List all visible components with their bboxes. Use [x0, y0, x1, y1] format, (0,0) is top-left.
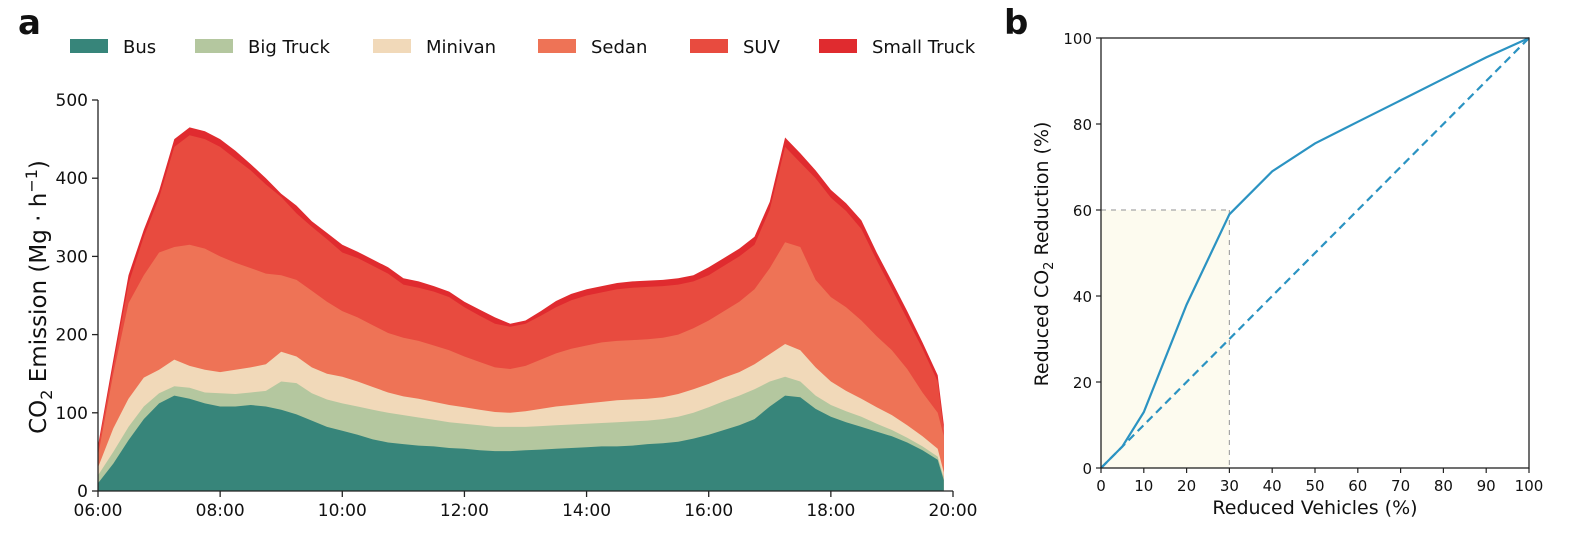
legend-label: Bus	[123, 37, 156, 58]
panel-b-x-axis-label: Reduced Vehicles (%)	[1212, 497, 1417, 519]
legend-swatch	[70, 39, 108, 53]
x-tick-label: 60	[1348, 477, 1367, 495]
legend: Bus Big Truck Minivan Sedan SUV Small Truck	[70, 37, 976, 58]
shaded-region	[1101, 210, 1230, 468]
x-tick-label: 30	[1220, 477, 1239, 495]
ylabel-rest: Emission (Mg · h	[26, 193, 52, 390]
reduction-line-chart: 0 10 20 30 40 50 60 70 80 90 100 0 20 40 60 80 100	[1063, 30, 1543, 495]
y-tick-label: 60	[1073, 202, 1092, 220]
legend-item-bus: Bus	[70, 37, 156, 58]
legend-swatch	[373, 39, 411, 53]
legend-label: Small Truck	[872, 37, 976, 58]
x-tick-label: 0	[1096, 477, 1106, 495]
x-tick-label: 16:00	[684, 501, 733, 521]
panel-a-axes: 0 100 200 300 400 500 06:00 08:00 10:00 12:00 14:0…	[56, 91, 978, 521]
y-tick-label: 400	[56, 169, 88, 189]
x-tick-label: 80	[1434, 477, 1453, 495]
legend-label: SUV	[743, 37, 781, 58]
x-tick-label: 20	[1177, 477, 1196, 495]
x-tick-label: 10	[1134, 477, 1153, 495]
x-tick-label: 90	[1477, 477, 1496, 495]
legend-swatch	[538, 39, 576, 53]
x-tick-label: 18:00	[806, 501, 855, 521]
x-tick-label: 100	[1515, 477, 1544, 495]
ylabel-end: )	[26, 160, 52, 169]
y-tick-label: 500	[56, 91, 88, 111]
x-tick-label: 06:00	[74, 501, 123, 521]
legend-item-small-truck: Small Truck	[819, 37, 976, 58]
ylabel-main: CO	[26, 400, 52, 434]
legend-swatch	[690, 39, 728, 53]
y-tick-label: 100	[56, 404, 88, 424]
y-tick-label: 300	[56, 247, 88, 267]
y-tick-label: 200	[56, 326, 88, 346]
y-tick-label: 100	[1063, 30, 1092, 48]
panel-b-y-axis-label: Reduced CO2 Reduction (%)	[1031, 122, 1057, 387]
legend-label: Minivan	[426, 37, 496, 58]
x-tick-label: 50	[1305, 477, 1324, 495]
y-tick-label: 0	[1082, 460, 1092, 478]
y-tick-label: 80	[1073, 116, 1092, 134]
x-tick-label: 10:00	[318, 501, 367, 521]
x-tick-label: 08:00	[196, 501, 245, 521]
panel-b-axes: 0 10 20 30 40 50 60 70 80 90 100 0 20 40 60 80 100	[1063, 30, 1543, 495]
series-proportional-reference	[1100, 37, 1530, 469]
panel-a-y-axis-label: CO2 Emission (Mg · h−1)	[22, 160, 56, 434]
legend-item-suv: SUV	[690, 37, 781, 58]
ylabel-pre: Reduced CO	[1031, 270, 1053, 387]
y-tick-label: 20	[1073, 374, 1092, 392]
legend-swatch	[819, 39, 857, 53]
legend-label: Big Truck	[248, 37, 331, 58]
ylabel-post: Reduction (%)	[1031, 122, 1053, 262]
series-reduction-curve	[1100, 36, 1530, 469]
legend-swatch	[195, 39, 233, 53]
x-tick-label: 20:00	[929, 501, 978, 521]
area-bus	[98, 395, 944, 491]
y-tick-label: 0	[77, 482, 88, 502]
ylabel-superscript: −1	[22, 169, 41, 193]
legend-item-minivan: Minivan	[373, 37, 496, 58]
stacked-area-chart: 0 100 200 300 400 500 06:00 08:00 10:00 12:00 14:0…	[56, 91, 978, 521]
ylabel-subscript: 2	[1042, 262, 1057, 270]
legend-label: Sedan	[591, 37, 647, 58]
legend-item-big-truck: Big Truck	[195, 37, 331, 58]
x-tick-label: 70	[1391, 477, 1410, 495]
ylabel-subscript: 2	[37, 390, 56, 400]
panel-b-plot	[1100, 36, 1530, 469]
y-tick-label: 40	[1073, 288, 1092, 306]
panel-b-label: b	[1004, 3, 1028, 43]
x-tick-label: 12:00	[440, 501, 489, 521]
legend-item-sedan: Sedan	[538, 37, 647, 58]
panel-a-label: a	[18, 3, 41, 43]
area-layers	[98, 127, 944, 492]
x-tick-label: 40	[1263, 477, 1282, 495]
x-tick-label: 14:00	[562, 501, 611, 521]
